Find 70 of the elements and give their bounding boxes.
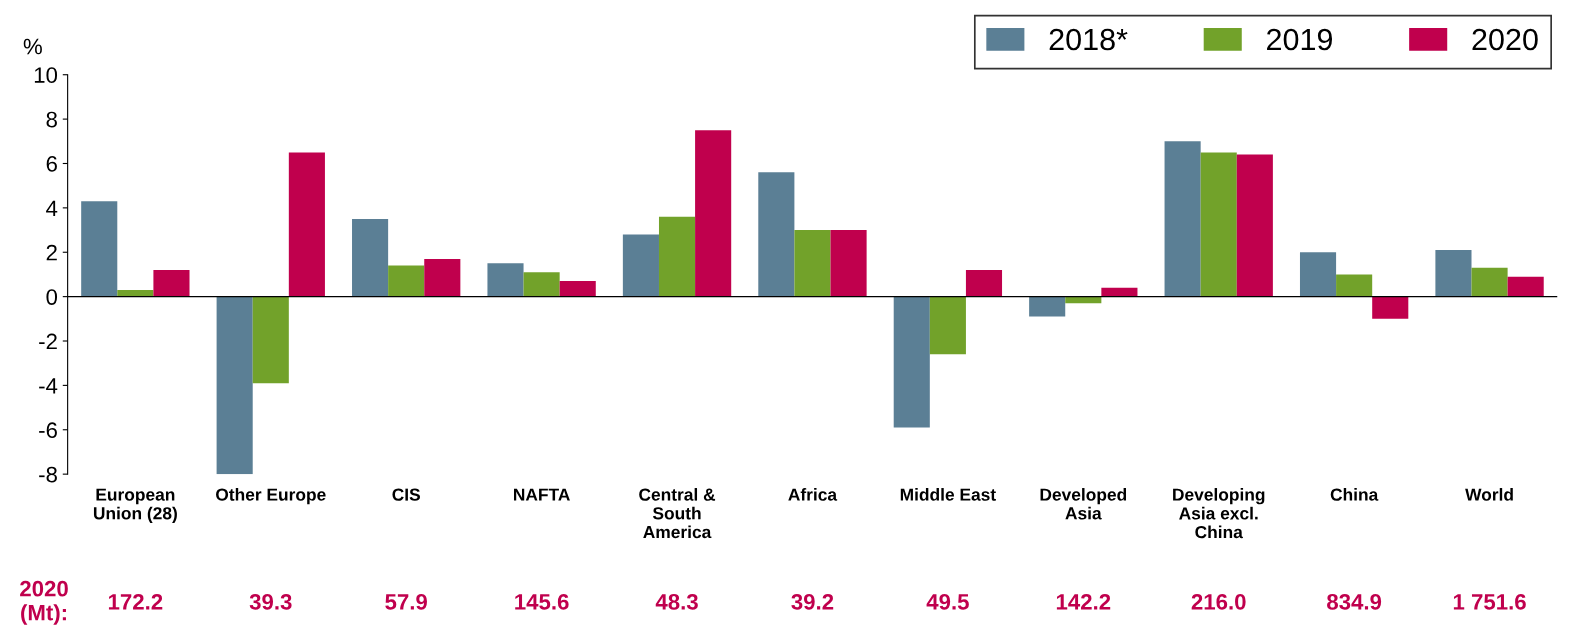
- bar: [830, 230, 867, 297]
- bar: [695, 130, 732, 297]
- x-tick-label: Developed Asia: [1040, 488, 1127, 520]
- x-tick-label: NAFTA: [514, 488, 570, 501]
- text: 57.9: [385, 593, 427, 610]
- x-tick-label: Central & South America: [639, 488, 716, 539]
- bar: [216, 296, 253, 475]
- bar: [1507, 276, 1544, 297]
- text: 39.3: [249, 593, 292, 610]
- x-tick-label: Africa: [788, 488, 838, 501]
- legend-label: 2020: [1472, 28, 1538, 51]
- bar: [523, 272, 560, 297]
- bar: [794, 230, 831, 297]
- bar: [424, 258, 461, 297]
- x-tick-label: Developing Asia excl. China: [1173, 488, 1265, 539]
- bar: [1471, 267, 1508, 297]
- bar: [117, 289, 154, 297]
- bar: [622, 234, 659, 297]
- bar: [388, 265, 425, 297]
- bar: [1029, 296, 1066, 317]
- bar: [352, 218, 389, 297]
- bar: [81, 201, 118, 297]
- x-tick-label: European Union (28): [93, 488, 177, 523]
- x-tick-label: China: [1330, 488, 1379, 501]
- text: 216.0: [1191, 593, 1246, 610]
- legend-label: 2019: [1267, 28, 1333, 51]
- y-tick-label: -4: [39, 378, 58, 394]
- bar: [1435, 250, 1472, 297]
- legend-label: 2018*: [1049, 28, 1128, 51]
- bar: [1236, 154, 1273, 297]
- y-tick-label: -6: [39, 422, 57, 439]
- text: 142.2: [1056, 593, 1111, 610]
- x-tick-label: Other Europe: [216, 488, 326, 505]
- text: 1 751.6: [1453, 593, 1526, 610]
- y-tick-label: 4: [46, 200, 58, 216]
- text: 39.2: [791, 593, 834, 610]
- bar: [893, 296, 930, 428]
- text: 145.6: [515, 593, 569, 610]
- y-tick-label: 2: [46, 244, 57, 261]
- bar: [1101, 287, 1138, 297]
- y-tick-label: 6: [46, 156, 57, 172]
- bar: [252, 296, 289, 384]
- bar: [1299, 252, 1337, 297]
- text: 172.2: [108, 593, 163, 610]
- bar: [288, 152, 325, 297]
- x-tick-label: Middle East: [900, 488, 996, 501]
- bar: [658, 216, 696, 297]
- bar: [1065, 296, 1102, 304]
- bar: [965, 270, 1003, 297]
- y-tick-label: -2: [39, 333, 57, 350]
- bar: [929, 296, 966, 355]
- x-tick-label: CIS: [392, 488, 420, 501]
- bar: [153, 270, 190, 297]
- bar: [487, 263, 524, 297]
- text: 834.9: [1327, 593, 1382, 610]
- y-tick-label: -8: [39, 466, 57, 483]
- bar: [1164, 141, 1201, 297]
- y-tick-label: 10: [34, 67, 58, 83]
- y-axis-title: %: [23, 38, 42, 55]
- y-tick-label: 8: [46, 111, 57, 128]
- bar: [559, 281, 596, 297]
- bar: [1200, 152, 1237, 297]
- text: 48.3: [655, 593, 698, 610]
- y-tick-label: 0: [46, 289, 58, 305]
- text: 49.5: [926, 593, 969, 610]
- bar: [758, 172, 795, 297]
- bar: [1336, 274, 1373, 297]
- text: 2020 (Mt):: [20, 580, 68, 625]
- x-tick-label: World: [1465, 488, 1513, 501]
- bar: [1372, 296, 1409, 319]
